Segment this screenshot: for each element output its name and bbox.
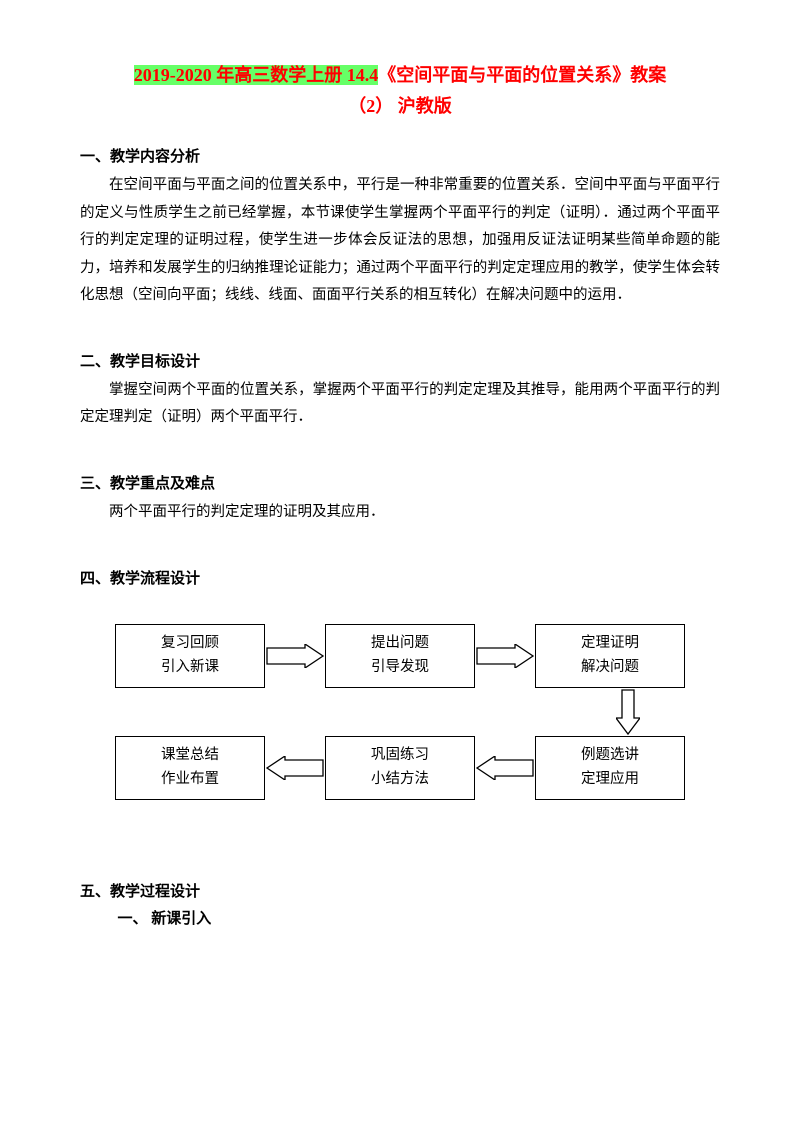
flow-node-4-l2: 定理应用 <box>581 768 639 791</box>
flow-node-5: 巩固练习 小结方法 <box>325 736 475 800</box>
flow-node-1-l2: 引入新课 <box>161 656 219 679</box>
title-line-2: （2） 沪教版 <box>80 91 720 122</box>
arrow-right-1 <box>265 644 325 668</box>
flow-row-top: 复习回顾 引入新课 提出问题 引导发现 定理证明 解决问题 <box>90 624 710 688</box>
arrow-left-2 <box>475 756 535 780</box>
flow-node-4: 例题选讲 定理应用 <box>535 736 685 800</box>
flow-node-3-l2: 解决问题 <box>581 656 639 679</box>
flow-node-3: 定理证明 解决问题 <box>535 624 685 688</box>
section-2-body: 掌握空间两个平面的位置关系，掌握两个平面平行的判定定理及其推导，能用两个平面平行… <box>80 377 720 432</box>
flow-node-4-l1: 例题选讲 <box>581 744 639 767</box>
flow-node-6-l1: 课堂总结 <box>161 744 219 767</box>
flow-node-6: 课堂总结 作业布置 <box>115 736 265 800</box>
section-1-head: 一、教学内容分析 <box>80 145 720 166</box>
section-1-body: 在空间平面与平面之间的位置关系中，平行是一种非常重要的位置关系．空间中平面与平面… <box>80 172 720 310</box>
flow-node-1-l1: 复习回顾 <box>161 632 219 655</box>
title-highlight: 2019-2020 年高三数学上册 14.4 <box>134 65 379 85</box>
title-block: 2019-2020 年高三数学上册 14.4《空间平面与平面的位置关系》教案 （… <box>80 60 720 121</box>
arrow-left-1 <box>265 756 325 780</box>
section-5-sub: 一、 新课引入 <box>118 907 721 928</box>
arrow-right-2 <box>475 644 535 668</box>
flowchart: 复习回顾 引入新课 提出问题 引导发现 定理证明 解决问题 <box>80 624 720 800</box>
title-rest: 《空间平面与平面的位置关系》教案 <box>378 65 666 85</box>
section-2-head: 二、教学目标设计 <box>80 350 720 371</box>
flow-node-3-l1: 定理证明 <box>581 632 639 655</box>
section-3-body: 两个平面平行的判定定理的证明及其应用． <box>80 499 720 527</box>
flow-node-5-l2: 小结方法 <box>371 768 429 791</box>
flow-node-2-l1: 提出问题 <box>371 632 429 655</box>
flow-node-2-l2: 引导发现 <box>371 656 429 679</box>
flow-node-1: 复习回顾 引入新课 <box>115 624 265 688</box>
section-5-head: 五、教学过程设计 <box>80 880 720 901</box>
flow-node-2: 提出问题 引导发现 <box>325 624 475 688</box>
arrow-down <box>90 688 710 736</box>
document-page: 2019-2020 年高三数学上册 14.4《空间平面与平面的位置关系》教案 （… <box>0 0 800 1132</box>
flow-row-bottom: 课堂总结 作业布置 巩固练习 小结方法 例题选讲 定理应用 <box>90 736 710 800</box>
title-line-1: 2019-2020 年高三数学上册 14.4《空间平面与平面的位置关系》教案 <box>80 60 720 91</box>
flow-node-6-l2: 作业布置 <box>161 768 219 791</box>
flow-node-5-l1: 巩固练习 <box>371 744 429 767</box>
section-4-head: 四、教学流程设计 <box>80 567 720 588</box>
section-3-head: 三、教学重点及难点 <box>80 472 720 493</box>
